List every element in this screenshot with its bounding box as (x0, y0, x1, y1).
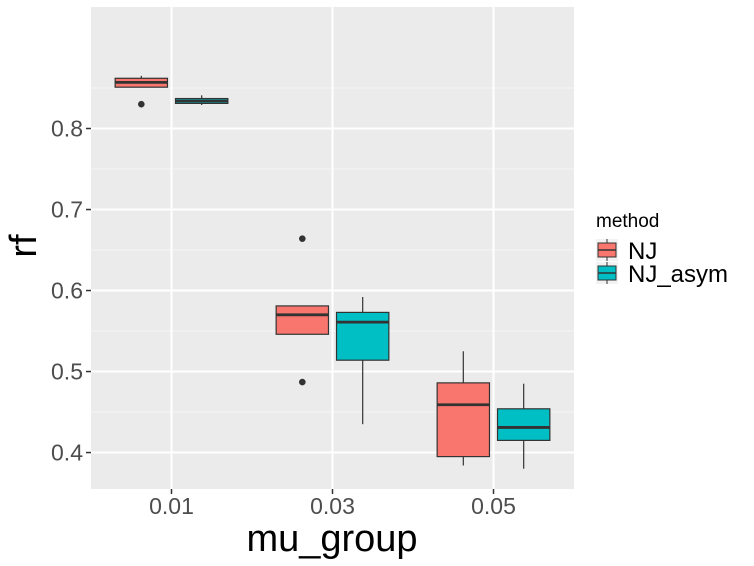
box-NJ_asym-0.01 (174, 95, 229, 106)
y-tick-label: 0.6 (51, 278, 83, 304)
legend-label-NJ: NJ (628, 238, 657, 265)
outlier-point (299, 235, 306, 242)
box-marks (114, 75, 551, 469)
box-NJ_asym-0.05 (496, 383, 551, 469)
y-tick-label: 0.5 (51, 359, 83, 385)
box-NJ_asym-0.03 (335, 297, 390, 425)
y-axis-title: rf (3, 234, 45, 258)
legend-key-NJ (596, 239, 618, 261)
x-axis: 0.01 0.03 0.05 (149, 489, 516, 519)
x-axis-title: mu_group (246, 518, 417, 560)
box-body (436, 382, 491, 458)
y-tick-label: 0.4 (51, 440, 83, 466)
box-NJ-0.03 (275, 235, 330, 386)
x-tick-label: 0.03 (310, 493, 355, 519)
y-tick-label: 0.7 (51, 197, 83, 223)
box-NJ-0.01 (114, 75, 169, 108)
legend-label-NJ_asym: NJ_asym (628, 261, 728, 288)
box-NJ-0.05 (436, 351, 491, 466)
box-body (335, 311, 390, 361)
x-tick-label: 0.05 (471, 493, 516, 519)
outlier-point (138, 100, 145, 108)
legend-title: method (596, 211, 659, 232)
box-body (496, 408, 551, 441)
major-gridlines (91, 7, 574, 489)
y-axis: 0.4 0.5 0.6 0.7 0.8 (51, 116, 91, 466)
legend-key-NJ_asym (596, 262, 618, 284)
outlier-point (299, 378, 306, 386)
box-body (275, 305, 330, 335)
x-tick-label: 0.01 (149, 493, 194, 519)
y-tick-label: 0.8 (51, 116, 83, 142)
